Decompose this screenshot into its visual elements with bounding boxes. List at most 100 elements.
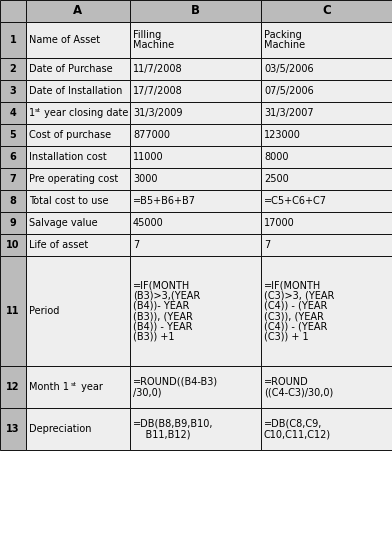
Bar: [130, 366, 261, 408]
Bar: [130, 146, 261, 168]
Bar: [130, 102, 261, 124]
Text: (C3)), (YEAR: (C3)), (YEAR: [264, 311, 324, 321]
Text: Life of asset: Life of asset: [29, 240, 88, 250]
Text: (C3)>3, (YEAR: (C3)>3, (YEAR: [264, 291, 334, 301]
Bar: [130, 80, 261, 102]
Bar: [261, 80, 392, 102]
Bar: [130, 190, 261, 212]
Text: 123000: 123000: [264, 130, 301, 140]
Bar: [26, 58, 130, 80]
Bar: [26, 124, 130, 146]
Bar: [0, 146, 26, 168]
Text: (B3)) +1: (B3)) +1: [133, 331, 174, 341]
Text: 12: 12: [6, 382, 20, 392]
Text: Packing: Packing: [264, 30, 302, 40]
Bar: [261, 124, 392, 146]
Text: =IF(MONTH: =IF(MONTH: [133, 281, 190, 290]
Text: Cost of purchase: Cost of purchase: [29, 130, 111, 140]
Text: B: B: [191, 4, 200, 17]
Text: (C3)) + 1: (C3)) + 1: [264, 331, 309, 341]
Text: 45000: 45000: [133, 218, 164, 228]
Text: 31/3/2009: 31/3/2009: [133, 108, 183, 118]
Text: 3000: 3000: [133, 174, 158, 184]
Bar: [0, 58, 26, 80]
Bar: [130, 168, 261, 190]
Bar: [26, 0, 130, 22]
Bar: [26, 190, 130, 212]
Text: (B4))- YEAR: (B4))- YEAR: [133, 301, 189, 311]
Text: C10,C11,C12): C10,C11,C12): [264, 429, 331, 439]
Bar: [261, 212, 392, 234]
Text: year: year: [78, 382, 103, 392]
Text: Pre operating cost: Pre operating cost: [29, 174, 118, 184]
Bar: [26, 408, 130, 450]
Text: 11000: 11000: [133, 152, 163, 162]
Text: 17/7/2008: 17/7/2008: [133, 86, 183, 96]
Text: 877000: 877000: [133, 130, 170, 140]
Text: =IF(MONTH: =IF(MONTH: [264, 281, 321, 290]
Bar: [26, 234, 130, 256]
Bar: [130, 234, 261, 256]
Text: Filling: Filling: [133, 30, 161, 40]
Bar: [130, 0, 261, 22]
Text: 03/5/2006: 03/5/2006: [264, 64, 314, 74]
Text: 7: 7: [264, 240, 270, 250]
Text: st: st: [34, 108, 40, 113]
Text: 1: 1: [29, 108, 35, 118]
Text: (B3)), (YEAR: (B3)), (YEAR: [133, 311, 193, 321]
Text: year closing date: year closing date: [42, 108, 129, 118]
Bar: [26, 146, 130, 168]
Bar: [26, 102, 130, 124]
Text: =DB(B8,B9,B10,: =DB(B8,B9,B10,: [133, 419, 214, 429]
Text: Installation cost: Installation cost: [29, 152, 107, 162]
Text: 3: 3: [10, 86, 16, 96]
Text: A: A: [73, 4, 83, 17]
Text: (B4)) - YEAR: (B4)) - YEAR: [133, 321, 192, 331]
Text: Month 1: Month 1: [29, 382, 69, 392]
Text: =B5+B6+B7: =B5+B6+B7: [133, 196, 196, 206]
Bar: [261, 146, 392, 168]
Text: 9: 9: [10, 218, 16, 228]
Text: Name of Asset: Name of Asset: [29, 35, 100, 45]
Text: =ROUND((B4-B3): =ROUND((B4-B3): [133, 377, 218, 387]
Bar: [0, 212, 26, 234]
Bar: [130, 256, 261, 366]
Bar: [130, 212, 261, 234]
Bar: [26, 256, 130, 366]
Bar: [261, 366, 392, 408]
Bar: [26, 366, 130, 408]
Bar: [0, 124, 26, 146]
Text: B11,B12): B11,B12): [133, 429, 191, 439]
Text: ((C4-C3)/30,0): ((C4-C3)/30,0): [264, 387, 333, 397]
Bar: [261, 408, 392, 450]
Bar: [130, 22, 261, 58]
Bar: [0, 22, 26, 58]
Bar: [130, 58, 261, 80]
Text: Machine: Machine: [264, 40, 305, 50]
Text: Total cost to use: Total cost to use: [29, 196, 109, 206]
Bar: [261, 0, 392, 22]
Text: 1: 1: [10, 35, 16, 45]
Text: 07/5/2006: 07/5/2006: [264, 86, 314, 96]
Text: Period: Period: [29, 306, 59, 316]
Text: 8000: 8000: [264, 152, 289, 162]
Text: 5: 5: [10, 130, 16, 140]
Text: (C4)) - (YEAR: (C4)) - (YEAR: [264, 321, 327, 331]
Text: Machine: Machine: [133, 40, 174, 50]
Text: 4: 4: [10, 108, 16, 118]
Bar: [261, 190, 392, 212]
Text: Depreciation: Depreciation: [29, 424, 91, 434]
Bar: [261, 234, 392, 256]
Bar: [0, 190, 26, 212]
Bar: [26, 168, 130, 190]
Text: =ROUND: =ROUND: [264, 377, 309, 387]
Bar: [26, 22, 130, 58]
Text: =C5+C6+C7: =C5+C6+C7: [264, 196, 327, 206]
Bar: [0, 366, 26, 408]
Bar: [0, 408, 26, 450]
Bar: [261, 168, 392, 190]
Text: 31/3/2007: 31/3/2007: [264, 108, 314, 118]
Text: 13: 13: [6, 424, 20, 434]
Bar: [0, 450, 392, 546]
Text: 17000: 17000: [264, 218, 295, 228]
